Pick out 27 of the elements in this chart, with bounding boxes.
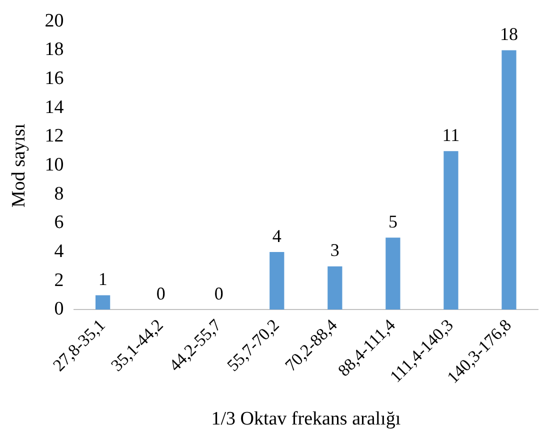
y-tick-label: 20 [44,10,64,32]
bar [328,266,342,310]
y-axis-title: Mod sayısı [8,124,30,208]
y-tick-label: 4 [54,241,64,262]
bar [444,151,458,310]
data-label: 0 [214,283,224,304]
data-label: 5 [388,211,398,232]
data-label: 4 [272,226,282,246]
y-tick-label: 14 [44,96,64,118]
y-tick-label: 8 [54,183,64,204]
data-label: 18 [500,24,518,44]
bar [502,50,516,310]
y-tick-label: 12 [44,126,64,147]
y-tick-label: 0 [54,298,64,320]
data-label: 11 [442,124,460,145]
x-axis-title: 1/3 Oktav frekans aralığı [211,408,401,430]
data-label: 3 [330,240,340,260]
y-tick-label: 6 [54,212,64,234]
data-label: 1 [98,269,108,289]
y-tick-label: 10 [44,154,64,176]
bar [386,238,400,310]
y-tick-label: 18 [44,39,64,60]
y-tick-label: 2 [54,270,64,291]
data-label: 0 [156,283,166,304]
bar [270,252,284,310]
bar [96,295,110,310]
y-tick-label: 16 [44,68,64,90]
